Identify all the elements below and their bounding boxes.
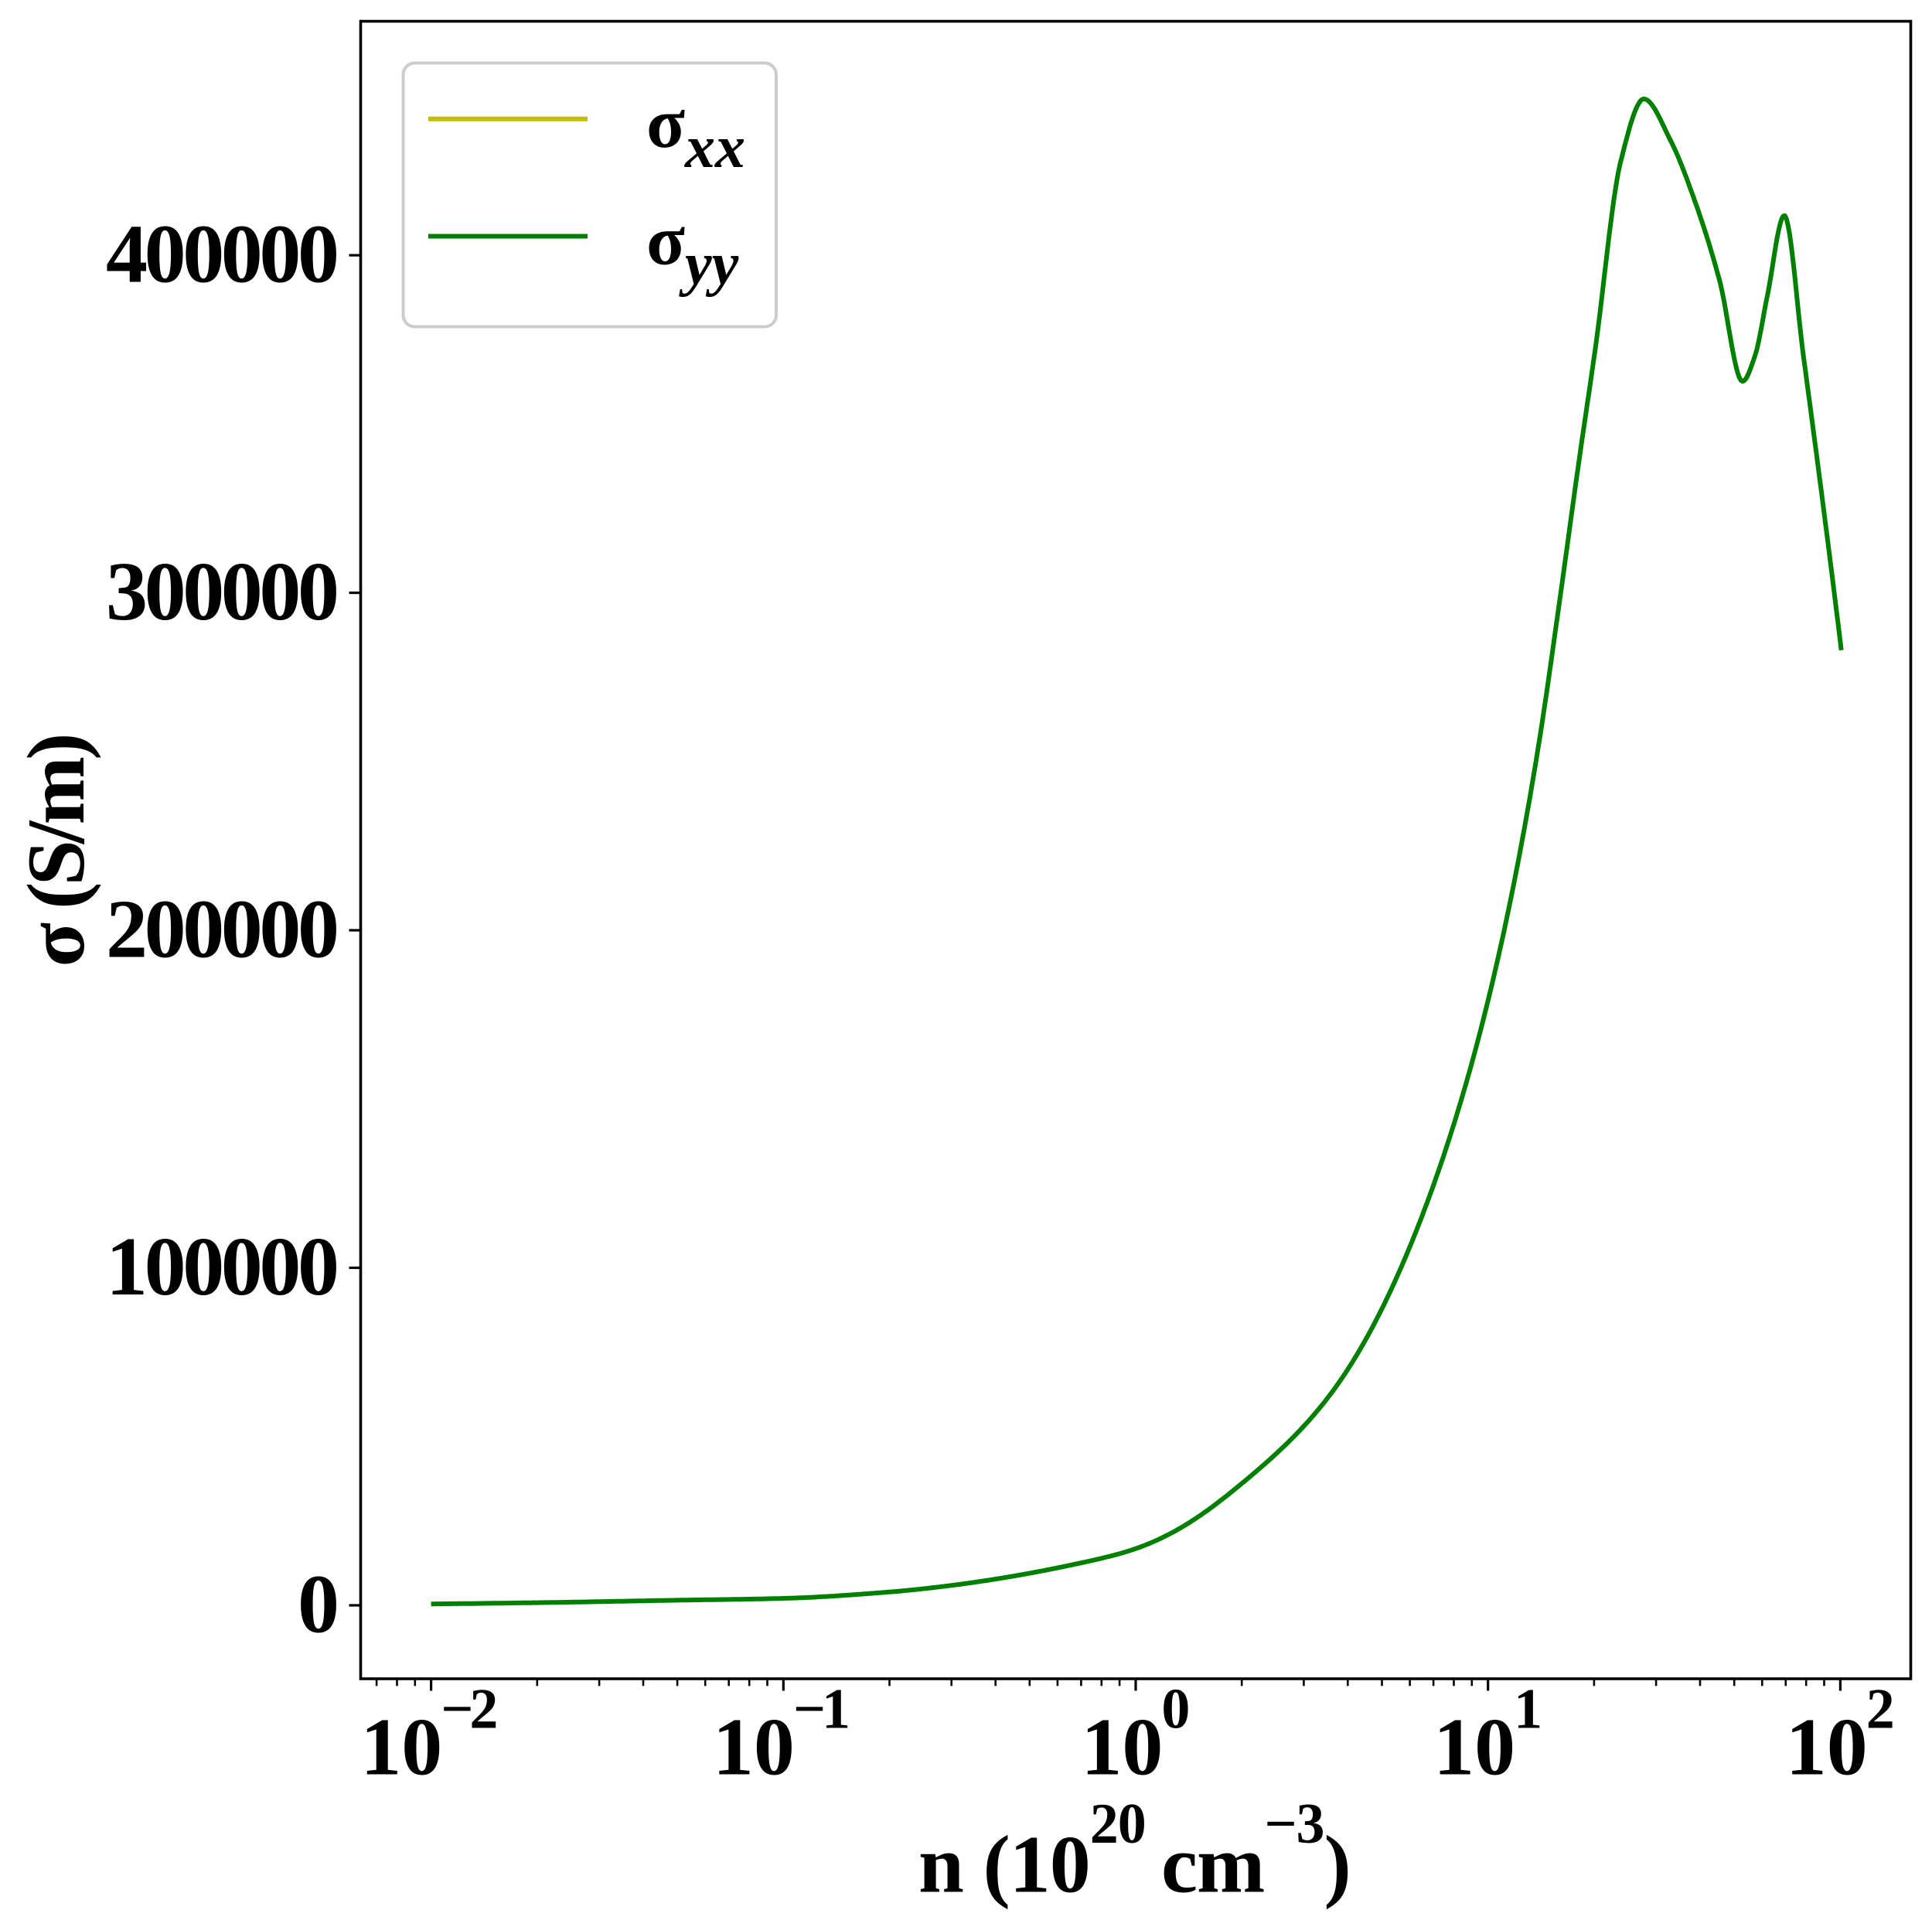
svg-text:100000: 100000 <box>106 1221 339 1313</box>
svg-text:300000: 300000 <box>106 546 339 638</box>
svg-text:400000: 400000 <box>106 209 339 301</box>
svg-text:0: 0 <box>298 1559 339 1651</box>
svg-text:200000: 200000 <box>106 884 339 976</box>
svg-text:σ (S/m): σ (S/m) <box>11 733 101 967</box>
